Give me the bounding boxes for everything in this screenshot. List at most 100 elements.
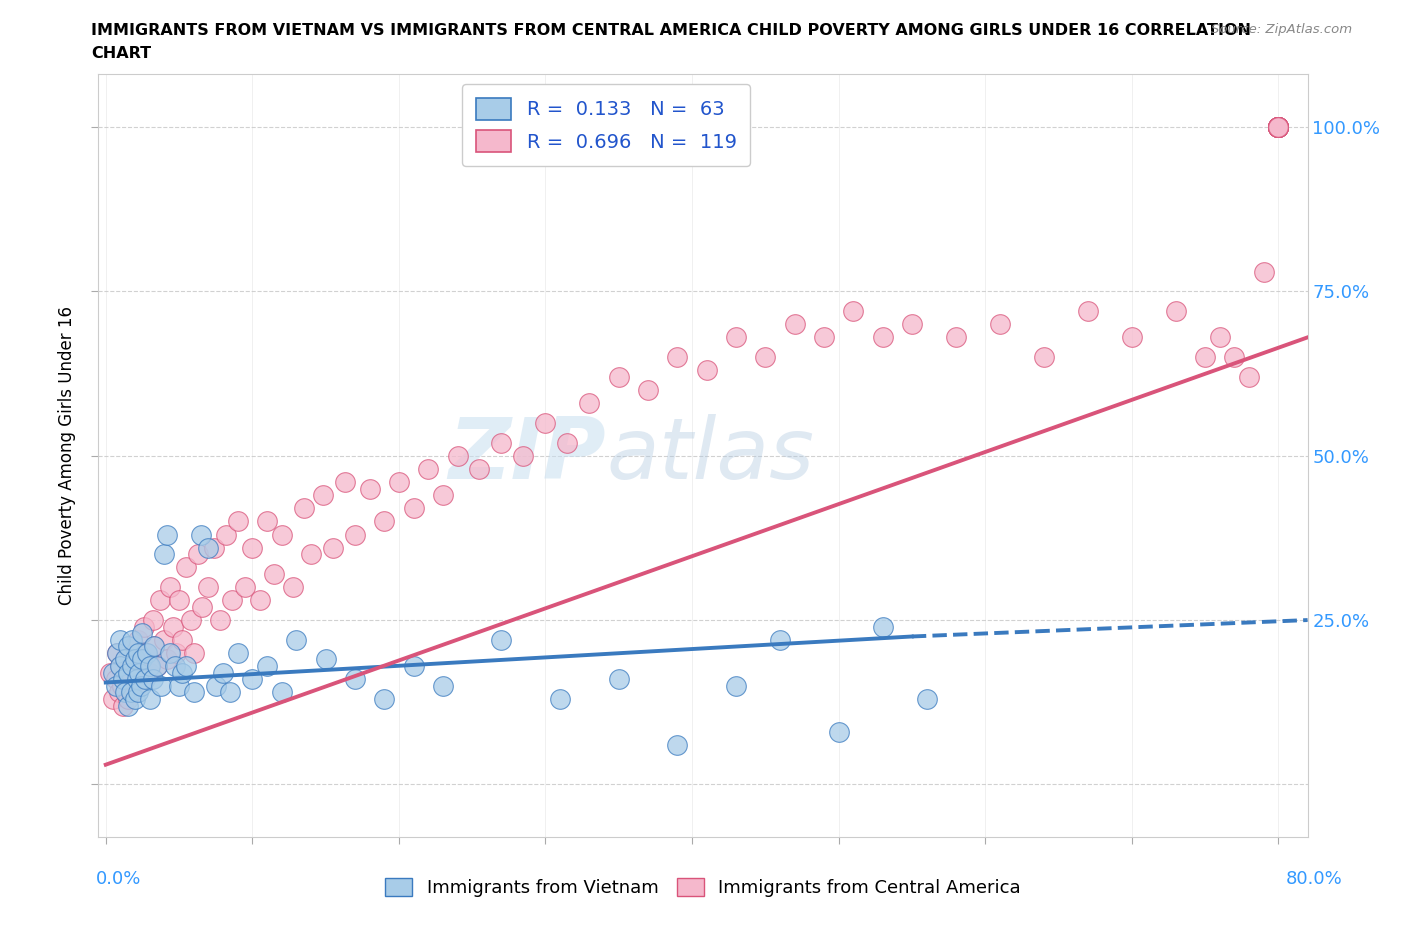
Point xyxy=(219,684,242,699)
Point xyxy=(132,619,155,634)
Point xyxy=(125,671,148,686)
Point xyxy=(153,632,176,647)
Point xyxy=(1267,120,1289,135)
Point xyxy=(156,527,179,542)
Point xyxy=(1267,120,1289,135)
Point xyxy=(1267,120,1289,135)
Point xyxy=(110,658,132,673)
Point xyxy=(557,435,579,450)
Point xyxy=(209,613,232,628)
Point xyxy=(432,487,454,502)
Point xyxy=(696,363,718,378)
Point xyxy=(167,593,190,608)
Point xyxy=(122,639,145,654)
Point xyxy=(769,632,792,647)
Point xyxy=(754,350,776,365)
Point xyxy=(249,593,271,608)
Point xyxy=(138,692,160,707)
Point xyxy=(183,645,205,660)
Point xyxy=(666,350,689,365)
Point xyxy=(135,645,157,660)
Point xyxy=(1267,120,1289,135)
Point xyxy=(176,560,198,575)
Point xyxy=(548,692,571,707)
Point xyxy=(240,671,263,686)
Text: CHART: CHART xyxy=(91,46,152,61)
Point xyxy=(1267,120,1289,135)
Point xyxy=(418,461,440,476)
Point xyxy=(98,665,121,680)
Text: Source: ZipAtlas.com: Source: ZipAtlas.com xyxy=(1212,23,1353,36)
Point xyxy=(215,527,238,542)
Point xyxy=(117,665,139,680)
Point xyxy=(1267,120,1289,135)
Point xyxy=(872,619,894,634)
Point xyxy=(263,566,285,581)
Text: ZIP: ZIP xyxy=(449,414,606,498)
Point xyxy=(124,692,146,707)
Point xyxy=(468,461,491,476)
Point xyxy=(142,671,165,686)
Point xyxy=(311,487,333,502)
Point xyxy=(1267,120,1289,135)
Point xyxy=(190,527,212,542)
Point xyxy=(163,658,186,673)
Point xyxy=(578,395,600,410)
Point xyxy=(1267,120,1289,135)
Point xyxy=(1267,120,1289,135)
Point xyxy=(129,678,152,693)
Point xyxy=(105,671,128,686)
Point xyxy=(233,579,256,594)
Point xyxy=(1267,120,1289,135)
Point xyxy=(607,369,630,384)
Point xyxy=(724,330,747,345)
Point xyxy=(153,547,176,562)
Legend: Immigrants from Vietnam, Immigrants from Central America: Immigrants from Vietnam, Immigrants from… xyxy=(378,870,1028,904)
Point xyxy=(388,474,411,489)
Point xyxy=(111,678,134,693)
Point xyxy=(114,684,136,699)
Text: IMMIGRANTS FROM VIETNAM VS IMMIGRANTS FROM CENTRAL AMERICA CHILD POVERTY AMONG G: IMMIGRANTS FROM VIETNAM VS IMMIGRANTS FR… xyxy=(91,23,1251,38)
Point xyxy=(114,652,136,667)
Point xyxy=(159,645,181,660)
Point xyxy=(1223,350,1246,365)
Point xyxy=(131,626,153,641)
Point xyxy=(191,600,214,615)
Point xyxy=(1267,120,1289,135)
Point xyxy=(285,632,308,647)
Point xyxy=(432,678,454,693)
Point xyxy=(124,658,146,673)
Point xyxy=(131,652,153,667)
Point xyxy=(114,652,136,667)
Point xyxy=(125,678,148,693)
Point xyxy=(197,540,219,555)
Point xyxy=(162,619,184,634)
Point xyxy=(146,658,169,673)
Point xyxy=(1208,330,1230,345)
Point xyxy=(156,652,179,667)
Point xyxy=(1267,120,1289,135)
Text: 0.0%: 0.0% xyxy=(96,870,141,888)
Point xyxy=(180,613,202,628)
Point xyxy=(1267,120,1289,135)
Point xyxy=(143,639,166,654)
Point xyxy=(1267,120,1289,135)
Point xyxy=(212,665,235,680)
Point xyxy=(827,724,849,739)
Point xyxy=(1267,120,1289,135)
Point xyxy=(134,671,156,686)
Text: 80.0%: 80.0% xyxy=(1286,870,1343,888)
Point xyxy=(101,665,124,680)
Point xyxy=(1194,350,1216,365)
Point xyxy=(607,671,630,686)
Point xyxy=(120,665,142,680)
Point xyxy=(872,330,894,345)
Point xyxy=(1267,120,1289,135)
Point xyxy=(1267,120,1289,135)
Point xyxy=(402,501,425,516)
Point xyxy=(402,658,425,673)
Point xyxy=(202,540,225,555)
Point xyxy=(1267,120,1289,135)
Point xyxy=(187,547,209,562)
Point xyxy=(146,658,169,673)
